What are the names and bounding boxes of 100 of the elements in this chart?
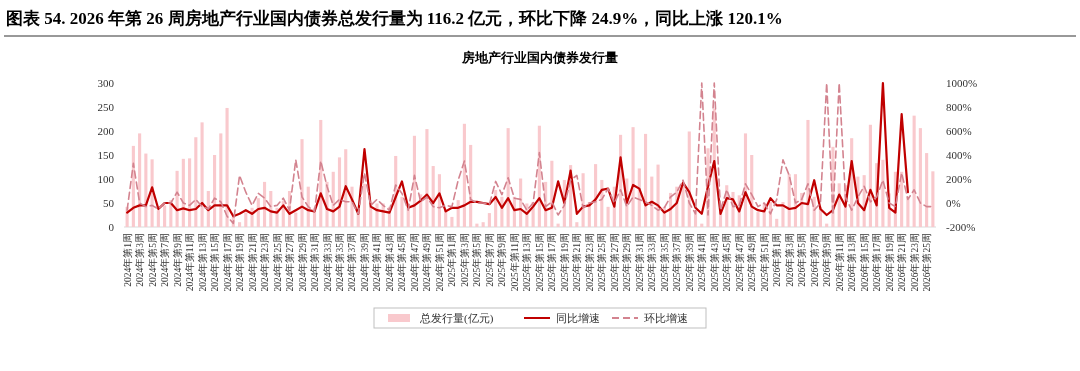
bar <box>300 139 304 227</box>
x-tick-label: 2025年第3周 <box>458 233 470 287</box>
x-tick-label: 2025年第21周 <box>571 233 583 292</box>
x-tick-label: 2024年第19周 <box>234 233 246 292</box>
y-tick-label: 50 <box>103 197 115 209</box>
bar <box>918 128 922 227</box>
x-tick-label: 2025年第15周 <box>533 233 545 292</box>
y2-tick-label: 400% <box>946 149 972 161</box>
bar <box>825 223 829 227</box>
x-tick-label: 2024年第13周 <box>196 233 208 292</box>
x-tick-label: 2025年第23周 <box>583 233 595 292</box>
bar <box>450 216 454 227</box>
y-tick-label: 100 <box>97 173 115 185</box>
bar <box>881 159 885 227</box>
y-tick-label: 150 <box>97 149 115 161</box>
bar <box>163 205 167 227</box>
x-tick-label: 2024年第45周 <box>396 233 408 292</box>
x-tick-label: 2026年第17周 <box>871 233 883 292</box>
x-tick-label: 2025年第25周 <box>596 233 608 292</box>
y2-tick-label: 200% <box>946 173 972 185</box>
bar <box>806 119 810 227</box>
bar <box>156 210 160 227</box>
legend-label: 环比增速 <box>644 312 688 324</box>
x-tick-label: 2026年第15周 <box>858 233 870 292</box>
x-tick-label: 2024年第27周 <box>284 233 296 292</box>
y2-tick-label: -200% <box>946 221 976 233</box>
bar <box>925 153 929 227</box>
x-tick-label: 2026年第23周 <box>908 233 920 292</box>
x-tick-label: 2024年第7周 <box>159 233 171 287</box>
x-tick-label: 2024年第51周 <box>433 233 445 292</box>
x-tick-label: 2025年第17周 <box>546 233 558 292</box>
x-tick-label: 2025年第35周 <box>658 233 670 292</box>
x-tick-label: 2026年第5周 <box>796 233 808 287</box>
x-tick-label: 2025年第43周 <box>708 233 720 292</box>
bar <box>487 213 491 227</box>
x-tick-label: 2024年第31周 <box>309 233 321 292</box>
x-tick-label: 2024年第3周 <box>134 233 146 287</box>
bar <box>294 212 298 227</box>
y2-tick-label: 0% <box>946 197 961 209</box>
bar <box>700 223 704 227</box>
y-tick-label: 200 <box>97 125 115 137</box>
y-tick-label: 0 <box>108 221 115 233</box>
bar <box>575 222 579 227</box>
x-tick-label: 2025年第27周 <box>608 233 620 292</box>
bar <box>237 222 242 227</box>
bar <box>219 133 223 227</box>
x-tick-label: 2024年第1周 <box>121 233 133 287</box>
x-tick-label: 2024年第11周 <box>184 233 196 292</box>
x-tick-label: 2025年第31周 <box>633 233 645 292</box>
bar <box>400 196 404 227</box>
x-tick-label: 2026年第25周 <box>921 233 933 292</box>
x-tick-label: 2024年第35周 <box>333 233 345 292</box>
x-tick-label: 2024年第29周 <box>296 233 308 292</box>
bar <box>425 129 429 227</box>
bar <box>475 223 479 227</box>
x-tick-label: 2026年第1周 <box>771 233 783 287</box>
x-tick-label: 2025年第13周 <box>521 233 533 292</box>
x-tick-label: 2025年第29周 <box>621 233 633 292</box>
bar <box>656 164 660 227</box>
title: 图表 54. 2026 年第 26 周房地产行业国内债券总发行量为 116.2 亿元，环比下降 24.9%，同比上涨 120.1% <box>6 9 783 28</box>
x-tick-label: 2024年第33周 <box>321 233 333 292</box>
bar <box>581 173 585 227</box>
x-tick-label: 2024年第23周 <box>259 233 271 292</box>
bar <box>631 127 635 227</box>
x-tick-label: 2024年第47周 <box>408 233 420 292</box>
x-tick-label: 2025年第33周 <box>646 233 658 292</box>
bar <box>681 183 685 227</box>
x-tick-label: 2025年第37周 <box>671 233 683 292</box>
x-tick-label: 2024年第49周 <box>421 233 433 292</box>
bar <box>606 206 610 227</box>
x-tick-label: 2024年第5周 <box>146 233 158 287</box>
x-tick-label: 2024年第43周 <box>383 233 395 292</box>
bar <box>200 122 204 227</box>
bar <box>912 115 916 227</box>
bar <box>144 153 148 227</box>
bar <box>188 158 192 227</box>
bar <box>556 223 560 227</box>
bar <box>369 206 373 227</box>
x-tick-label: 2024年第41周 <box>371 233 383 292</box>
x-tick-label: 2025年第11周 <box>508 233 520 292</box>
y-tick-label: 250 <box>97 101 115 113</box>
y2-tick-label: 800% <box>946 101 972 113</box>
x-tick-label: 2024年第9周 <box>171 233 183 287</box>
x-tick-label: 2025年第19周 <box>558 233 570 292</box>
legend-label: 总发行量(亿元) <box>419 312 494 325</box>
x-tick-label: 2026年第3周 <box>783 233 795 287</box>
x-tick-label: 2024年第25周 <box>271 233 283 292</box>
x-tick-label: 2025年第45周 <box>721 233 733 292</box>
bar <box>643 133 648 227</box>
x-tick-label: 2025年第5周 <box>471 233 483 287</box>
legend-label: 同比增速 <box>556 312 600 324</box>
x-tick-label: 2026年第21周 <box>896 233 908 292</box>
x-tick-label: 2026年第19周 <box>883 233 895 292</box>
bar <box>244 212 248 227</box>
x-tick-label: 2026年第11周 <box>833 233 845 292</box>
x-tick-label: 2026年第7周 <box>808 233 820 287</box>
x-tick-label: 2026年第13周 <box>846 233 858 292</box>
y2-tick-label: 1000% <box>946 77 978 89</box>
bar <box>362 183 367 227</box>
x-tick-label: 2025年第47周 <box>733 233 745 292</box>
